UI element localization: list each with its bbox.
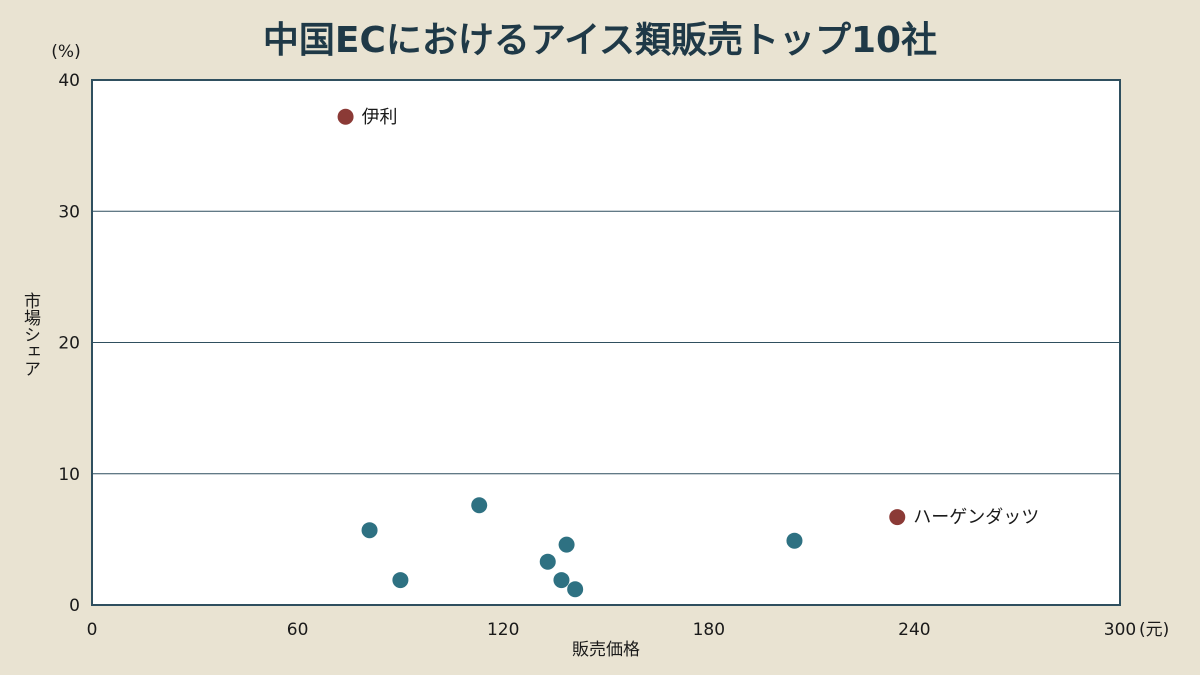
- x-axis-ticks: 0 60 120 180 240 300: [87, 620, 1137, 640]
- point-label: 伊利: [362, 107, 398, 128]
- data-point: [553, 572, 570, 589]
- y-axis-ticks: 0 10 20 30 40: [58, 71, 80, 616]
- data-point: [392, 572, 409, 589]
- data-point: [471, 497, 488, 514]
- x-tick-label: 120: [487, 620, 519, 640]
- chart-title: 中国ECにおけるアイス類販売トップ10社: [263, 20, 937, 61]
- x-tick-label: 0: [87, 620, 98, 640]
- data-point-highlight: [889, 509, 906, 526]
- data-point: [361, 522, 378, 539]
- data-point-highlight: [337, 108, 354, 125]
- y-tick-label: 10: [58, 465, 80, 485]
- x-tick-label: 180: [693, 620, 725, 640]
- data-point: [786, 532, 803, 549]
- gridlines: [92, 210, 1120, 475]
- x-tick-label: 300: [1104, 620, 1136, 640]
- y-tick-label: 40: [58, 71, 80, 91]
- x-axis-unit: (元): [1139, 620, 1169, 640]
- y-axis-unit: (%): [51, 42, 80, 62]
- y-tick-label: 30: [58, 202, 80, 222]
- y-tick-label: 20: [58, 334, 80, 354]
- data-point: [558, 536, 575, 553]
- y-tick-label: 0: [69, 596, 80, 616]
- y-axis-label: 市場シェア: [20, 292, 41, 377]
- x-tick-label: 60: [287, 620, 309, 640]
- x-tick-label: 240: [898, 620, 930, 640]
- point-label: ハーゲンダッツ: [913, 507, 1039, 528]
- x-axis-label: 販売価格: [572, 640, 640, 660]
- data-point: [567, 581, 584, 598]
- data-point: [539, 553, 556, 570]
